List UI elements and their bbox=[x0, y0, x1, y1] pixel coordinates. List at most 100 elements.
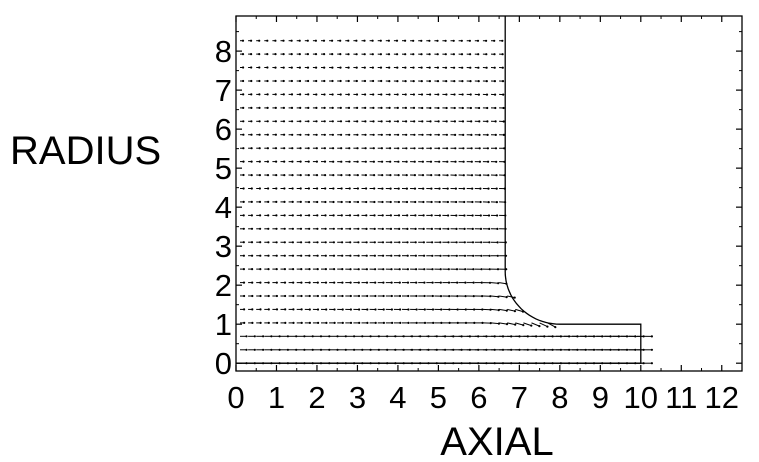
vector-arrowhead bbox=[242, 268, 245, 271]
vector-arrowhead bbox=[266, 93, 269, 96]
vector-arrowhead bbox=[331, 106, 334, 109]
vector-arrowhead bbox=[283, 268, 286, 271]
vector-arrowhead bbox=[464, 321, 468, 324]
vector-arrowhead bbox=[381, 214, 384, 217]
vector-arrowhead bbox=[300, 281, 303, 284]
vector-arrowhead bbox=[530, 324, 533, 327]
vector-arrowhead bbox=[366, 321, 369, 324]
vector-arrowhead bbox=[299, 160, 302, 163]
vector-arrowhead bbox=[397, 160, 400, 163]
vector-arrowhead bbox=[347, 106, 351, 109]
vector-arrowhead bbox=[242, 79, 245, 83]
vector-arrowhead bbox=[357, 268, 360, 271]
vector-arrowhead bbox=[332, 147, 335, 150]
vector-arrowhead bbox=[341, 254, 344, 257]
vector-arrowhead bbox=[373, 227, 376, 230]
vector-arrowhead bbox=[494, 120, 497, 123]
vector-arrowhead bbox=[437, 147, 441, 150]
vector-arrowhead bbox=[299, 133, 302, 136]
vector-arrowhead bbox=[414, 241, 417, 244]
vector-arrowhead bbox=[485, 66, 488, 69]
vector-arrowhead bbox=[461, 80, 464, 83]
vector-arrowhead bbox=[267, 187, 270, 190]
vector-arrowhead bbox=[479, 200, 482, 204]
vector-arrowhead bbox=[341, 268, 344, 271]
vector-arrowhead bbox=[462, 147, 465, 150]
vector-arrowhead bbox=[397, 133, 400, 136]
vector-arrowhead bbox=[275, 227, 278, 230]
vector-arrowhead bbox=[497, 282, 500, 285]
vector-arrowhead bbox=[446, 147, 449, 150]
vector-arrowhead bbox=[521, 310, 525, 313]
vector-arrowhead bbox=[480, 281, 483, 284]
vector-arrowhead bbox=[374, 294, 377, 298]
vector-arrowhead bbox=[423, 254, 426, 257]
vector-arrowhead bbox=[440, 308, 443, 311]
vector-arrowhead bbox=[405, 133, 408, 136]
vector-arrowhead bbox=[476, 39, 480, 42]
vector-arrowhead bbox=[363, 53, 366, 56]
vector-arrowhead bbox=[307, 93, 310, 96]
vector-arrowhead bbox=[373, 200, 376, 204]
vector-arrowhead bbox=[373, 214, 376, 217]
vector-arrowhead bbox=[447, 214, 450, 217]
vector-arrowhead bbox=[307, 147, 310, 150]
vector-arrowhead bbox=[356, 106, 359, 109]
vector-arrowhead bbox=[414, 227, 417, 230]
vector-arrowhead bbox=[495, 160, 498, 163]
vector-arrowhead bbox=[399, 321, 402, 324]
vector-arrowhead bbox=[311, 348, 314, 351]
vector-arrowhead bbox=[445, 93, 448, 96]
vector-arrowhead bbox=[460, 39, 463, 42]
vector-arrowhead bbox=[284, 321, 287, 324]
vector-arrowhead bbox=[407, 308, 410, 311]
vector-arrowhead bbox=[445, 120, 448, 123]
vector-arrowhead bbox=[282, 79, 285, 83]
vector-arrowhead bbox=[299, 120, 302, 123]
vector-arrowhead bbox=[380, 147, 383, 150]
vector-arrowhead bbox=[314, 53, 318, 56]
vector-arrowhead bbox=[447, 254, 450, 257]
vector-arrowhead bbox=[464, 268, 467, 271]
vector-arrowhead bbox=[303, 348, 306, 351]
vector-arrowhead bbox=[292, 321, 295, 324]
vector-arrowhead bbox=[444, 66, 448, 69]
vector-arrowhead bbox=[501, 39, 504, 42]
vector-arrowhead bbox=[323, 147, 326, 150]
vector-arrowhead bbox=[316, 200, 319, 204]
vector-arrowhead bbox=[355, 53, 358, 56]
vector-arrowhead bbox=[323, 79, 326, 83]
vector-arrowhead bbox=[496, 268, 500, 271]
vector-arrowhead bbox=[420, 53, 423, 56]
vector-arrowhead bbox=[397, 174, 400, 177]
vector-arrowhead bbox=[245, 348, 248, 351]
vector-arrowhead bbox=[325, 294, 328, 298]
vector-arrowhead bbox=[250, 79, 253, 83]
vector-arrowhead bbox=[496, 214, 499, 217]
vector-arrowhead bbox=[275, 200, 278, 203]
vector-arrowhead bbox=[356, 187, 359, 190]
vector-arrowhead bbox=[291, 214, 294, 217]
vector-arrowhead bbox=[447, 227, 450, 230]
vector-arrowhead bbox=[480, 241, 483, 244]
vector-arrowhead bbox=[274, 79, 277, 83]
vector-arrowhead bbox=[299, 106, 302, 109]
vector-arrowhead bbox=[347, 93, 350, 96]
vector-arrowhead bbox=[303, 362, 306, 365]
vector-arrowhead bbox=[479, 214, 482, 217]
vector-arrowhead bbox=[331, 66, 334, 69]
vector-arrowhead bbox=[283, 174, 286, 177]
vector-arrowhead bbox=[391, 321, 394, 324]
vector-arrowhead bbox=[422, 200, 425, 204]
vector-arrowhead bbox=[275, 268, 278, 271]
vector-arrowhead bbox=[469, 106, 472, 110]
vector-arrowhead bbox=[306, 53, 309, 56]
vector-arrowhead bbox=[460, 53, 464, 56]
vector-arrowhead bbox=[300, 321, 303, 324]
vector-arrowhead bbox=[439, 295, 443, 298]
vector-arrowhead bbox=[439, 227, 442, 230]
vector-arrowhead bbox=[462, 174, 465, 177]
vector-arrowhead bbox=[454, 147, 457, 150]
vector-arrowhead bbox=[315, 120, 318, 123]
vector-arrow bbox=[490, 322, 499, 325]
